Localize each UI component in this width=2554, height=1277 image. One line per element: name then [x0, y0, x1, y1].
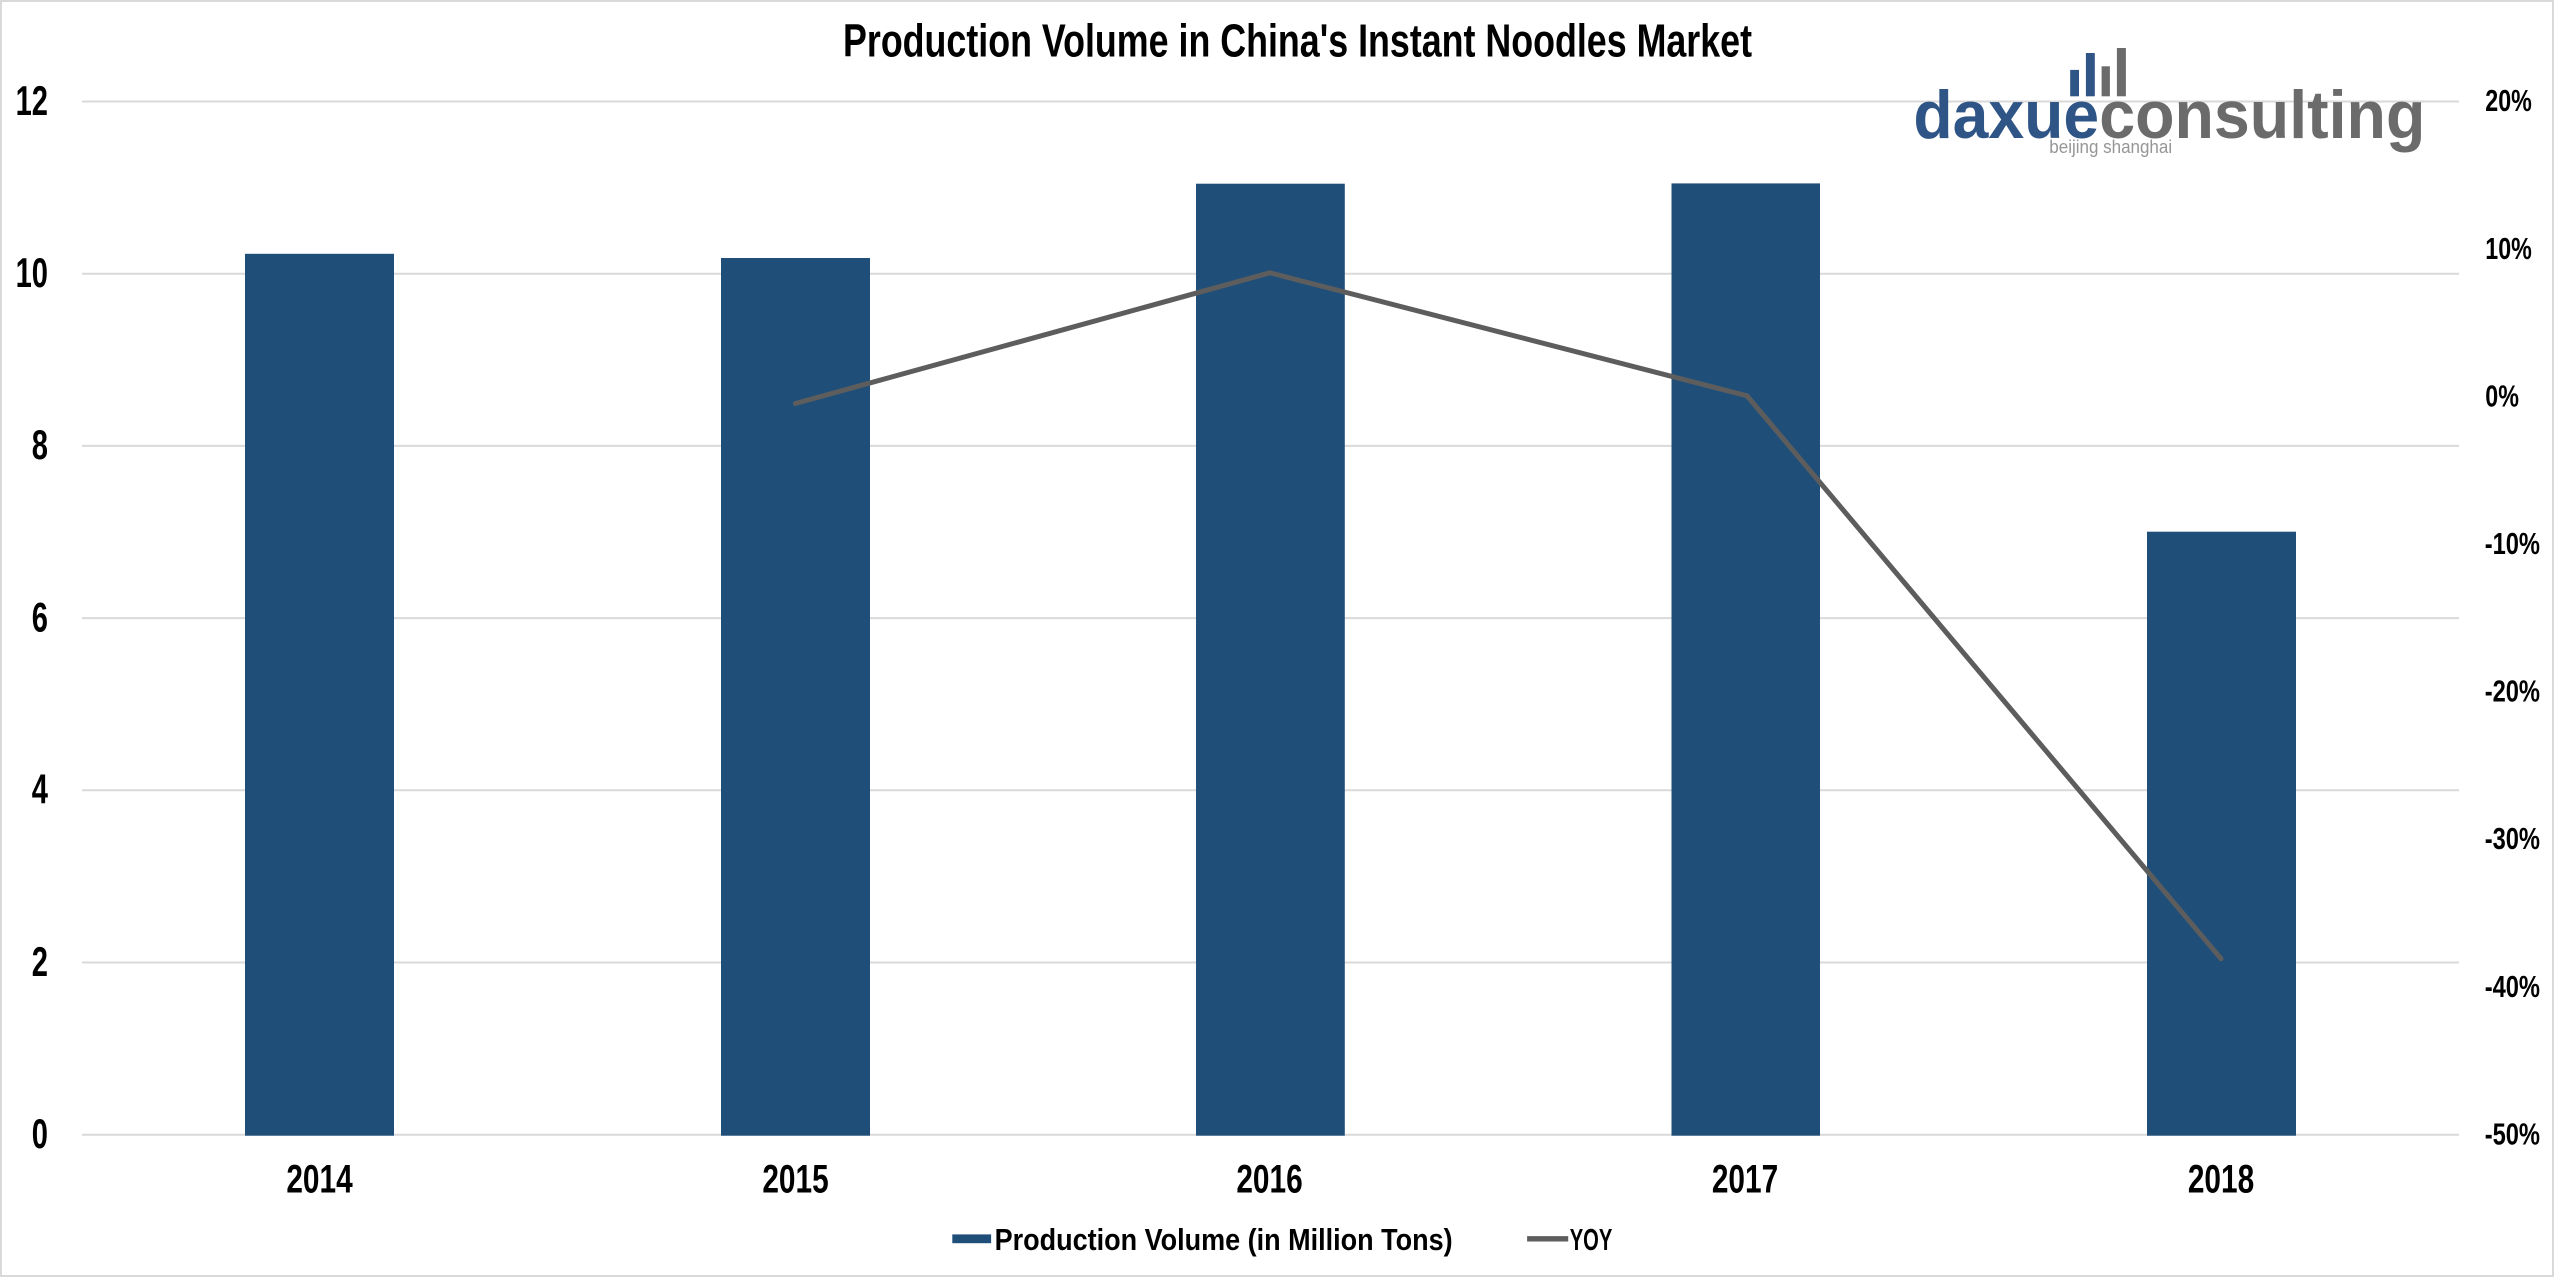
svg-text:12: 12 [16, 77, 48, 124]
svg-text:-10%: -10% [2485, 526, 2540, 561]
svg-text:0%: 0% [2485, 378, 2519, 413]
svg-text:10%: 10% [2485, 231, 2532, 266]
svg-text:10: 10 [16, 249, 48, 296]
svg-text:8: 8 [32, 421, 48, 468]
svg-text:Production Volume in China's I: Production Volume in China's Instant Noo… [843, 15, 1752, 67]
svg-text:YOY: YOY [1570, 1222, 1613, 1257]
svg-text:20%: 20% [2485, 83, 2532, 118]
svg-text:4: 4 [32, 766, 48, 813]
svg-text:-30%: -30% [2485, 821, 2540, 856]
svg-text:2014: 2014 [286, 1158, 353, 1202]
svg-text:6: 6 [32, 593, 48, 640]
svg-text:-50%: -50% [2485, 1116, 2540, 1151]
svg-text:-40%: -40% [2485, 969, 2540, 1004]
svg-text:2017: 2017 [1712, 1158, 1778, 1202]
svg-text:-20%: -20% [2485, 674, 2540, 709]
svg-text:2016: 2016 [1236, 1158, 1302, 1202]
svg-text:beijing shanghai: beijing shanghai [2049, 136, 2172, 157]
svg-text:2015: 2015 [762, 1158, 828, 1202]
svg-text:Production Volume (in Million: Production Volume (in Million Tons) [995, 1222, 1453, 1257]
svg-text:0: 0 [32, 1110, 48, 1157]
svg-text:daxue: daxue [1913, 77, 2099, 153]
svg-text:2018: 2018 [2188, 1158, 2254, 1202]
svg-text:2: 2 [32, 938, 48, 985]
svg-text:consulting: consulting [2099, 77, 2425, 153]
